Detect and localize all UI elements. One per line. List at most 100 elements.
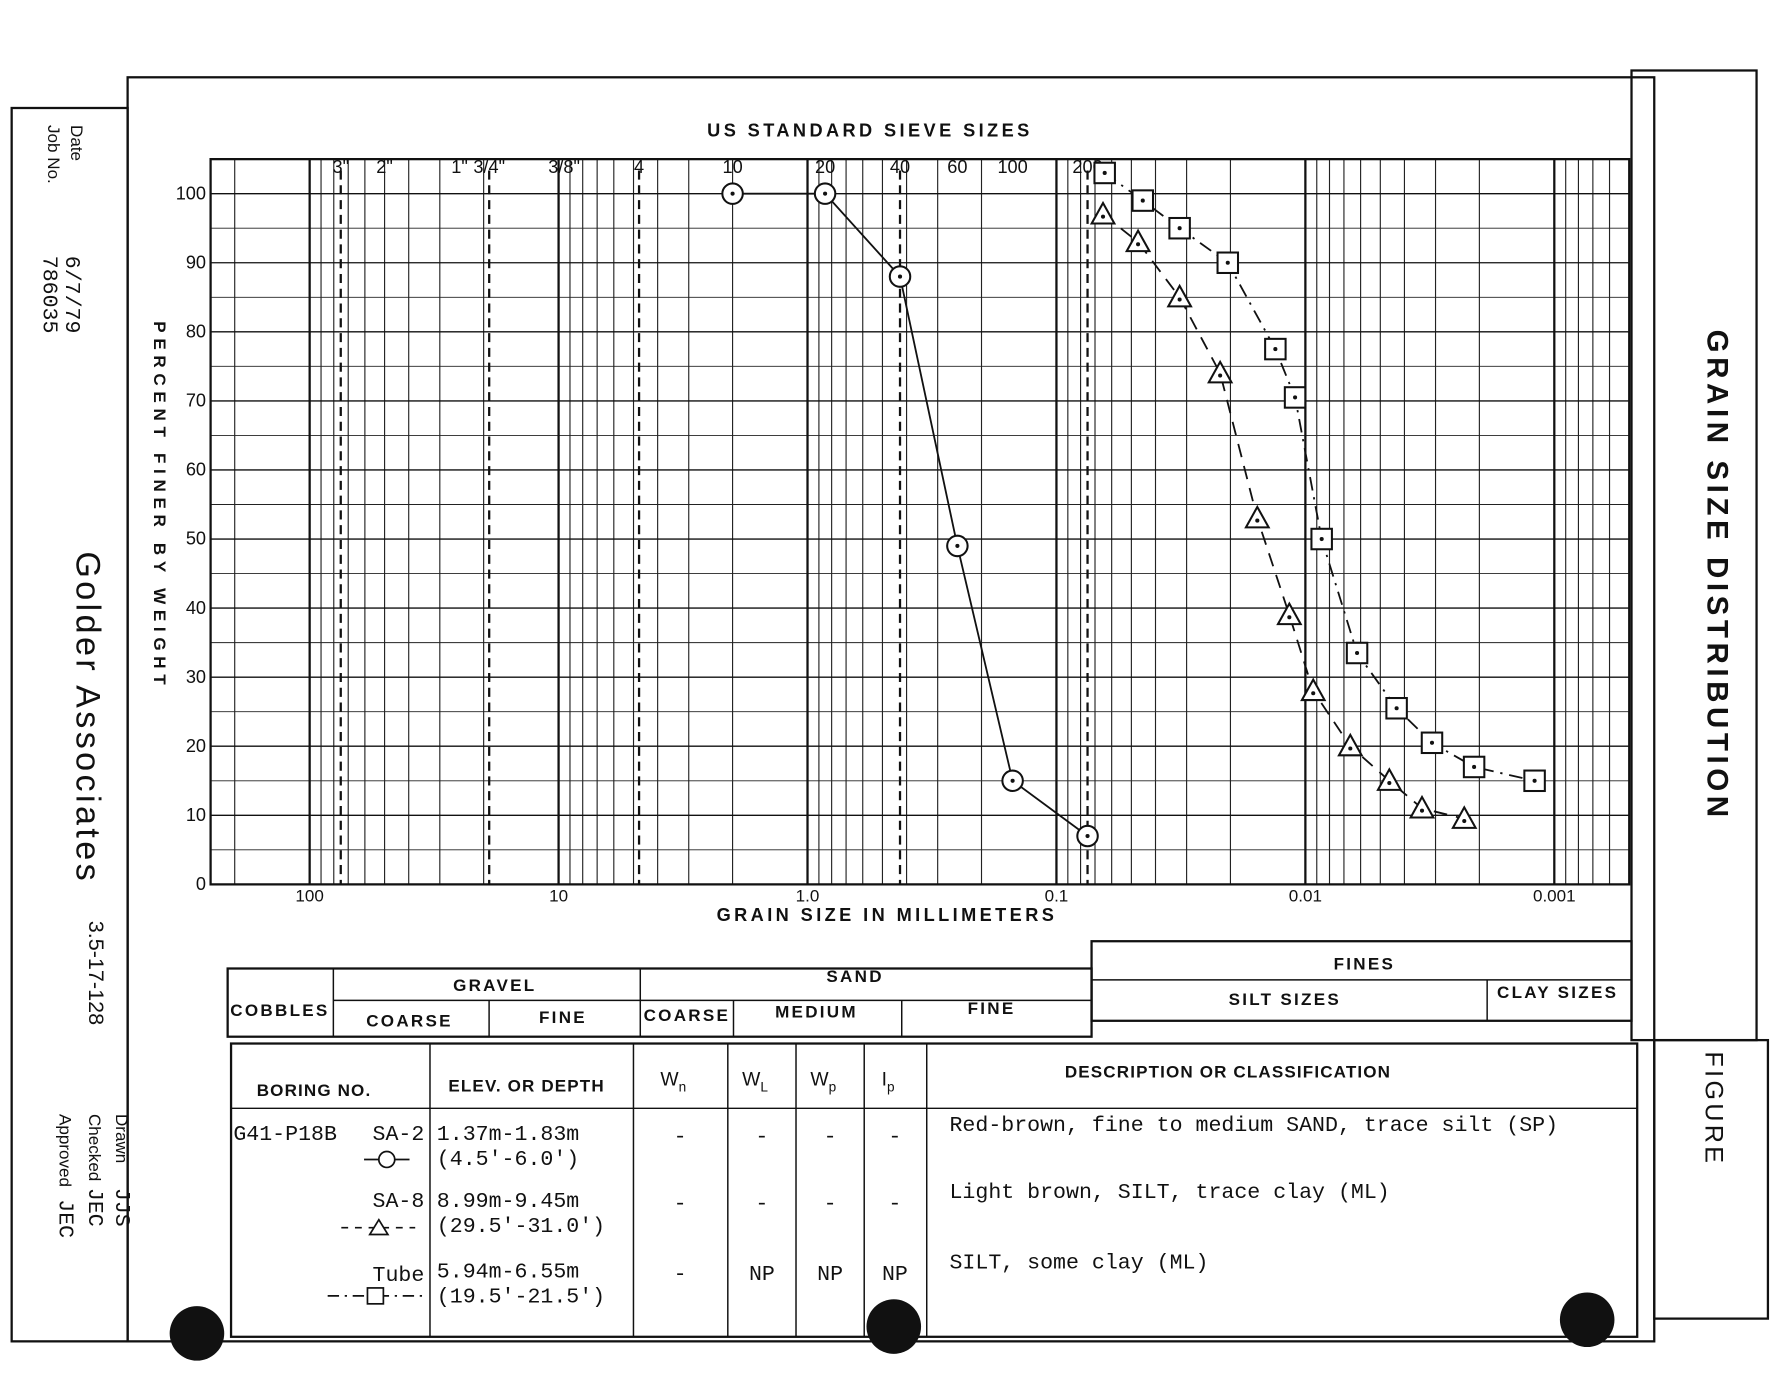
borings-frame [229, 1042, 1639, 1338]
class-frame [226, 967, 1093, 1038]
punch-hole [866, 1299, 922, 1354]
description: Light brown, SILT, trace clay (ML) [949, 1181, 1389, 1205]
sand: SAND [826, 967, 883, 986]
point-dot [1319, 536, 1324, 542]
punch-hole [169, 1306, 225, 1361]
y-tick-label: 70 [186, 391, 206, 411]
data-point [1124, 228, 1152, 253]
point-dot [1462, 818, 1467, 824]
depth-m: 8.99m-9.45m [437, 1190, 579, 1214]
limit-value: - [755, 1192, 768, 1216]
sieve-label: 10 [722, 157, 742, 177]
limit-header: Ip [882, 1070, 895, 1095]
y-tick-label: 100 [176, 183, 206, 203]
x-tick-label: 0.001 [1533, 886, 1576, 905]
point-dot [1394, 706, 1399, 711]
limit-value: - [755, 1125, 768, 1149]
point-dot [1218, 373, 1223, 378]
legend-marker [368, 1218, 390, 1236]
point-dot [1429, 740, 1435, 745]
data-point [1300, 677, 1327, 702]
y-tick-label: 60 [186, 460, 206, 480]
x-tick-label: 1.0 [796, 886, 820, 905]
job-label: Job No. [44, 125, 63, 184]
y-tick-label: 80 [186, 322, 206, 342]
limit-subscript: p [829, 1079, 837, 1094]
fines: FINES [1334, 955, 1396, 974]
point-dot [1387, 781, 1392, 786]
silt: SILT SIZES [1229, 990, 1341, 1009]
fines-frame [1090, 940, 1633, 1022]
point-dot [1355, 650, 1360, 656]
sieve-label: 40 [890, 157, 910, 177]
point-dot [897, 274, 903, 279]
limit-value: - [888, 1192, 901, 1216]
approved: JEC [52, 1199, 76, 1238]
gravel: GRAVEL [453, 976, 536, 995]
punch-hole [1559, 1292, 1615, 1348]
limit-value: - [888, 1125, 901, 1149]
limit-symbol: I [882, 1070, 887, 1091]
point-dot [1472, 764, 1477, 770]
rows: 1.37m-1.83m(4.5'-6.0') - - - - Red-brown, fin… [437, 1114, 1558, 1310]
depth-ft: (19.5'-21.5') [437, 1286, 605, 1310]
y-axis-title: PERCENT FINER BY WEIGHT [150, 321, 169, 690]
point-dot [955, 543, 960, 548]
title-block: Date 6/7/79 Job No. 786035 Golder Associ… [36, 125, 1733, 1238]
y-tick-label: 50 [186, 529, 206, 549]
series-name: SA-8 [373, 1190, 425, 1214]
limit-value: - [824, 1192, 837, 1216]
point-dot [1102, 170, 1107, 176]
x-tick-label: 100 [295, 886, 323, 905]
limit-symbol: W [742, 1070, 761, 1091]
limit-header: WL [742, 1070, 768, 1095]
limit-value: - [824, 1125, 837, 1149]
plot-frame [209, 158, 1631, 886]
point-dot [1225, 260, 1230, 265]
company: Golder Associates [68, 551, 106, 884]
data-point [1089, 200, 1117, 225]
limit-value: - [674, 1125, 687, 1149]
data-point [1276, 601, 1303, 626]
point-dot [1100, 214, 1106, 219]
x-tick-label: 10 [549, 886, 568, 905]
point-dot [1085, 833, 1090, 839]
gravel-coarse: COARSE [366, 1011, 453, 1030]
limit-subscript: n [679, 1079, 687, 1094]
data-point [1408, 794, 1436, 819]
clay: CLAY SIZES [1497, 983, 1618, 1002]
data-point [1376, 767, 1403, 791]
legend-marker [377, 1150, 396, 1169]
data-point [1337, 732, 1364, 757]
legend-marker [366, 1287, 385, 1305]
classification-table: COBBLES GRAVEL COARSE FINE SAND COARSE M… [226, 940, 1633, 1038]
point-dot [1010, 778, 1015, 783]
series-line [1102, 213, 1465, 820]
limit-header: Wp [810, 1070, 836, 1095]
legend-symbols [327, 1150, 424, 1305]
point-dot [1311, 691, 1316, 696]
description: SILT, some clay (ML) [949, 1252, 1208, 1276]
limit-symbol: W [810, 1070, 829, 1091]
point-dot [1287, 615, 1292, 620]
limit-headers: Wn WL Wp Ip [660, 1070, 894, 1095]
limit-value: NP [749, 1263, 775, 1287]
limit-value: NP [882, 1263, 908, 1287]
header-description: DESCRIPTION OR CLASSIFICATION [1065, 1063, 1391, 1082]
drawn-label: Drawn [112, 1114, 131, 1163]
checked-label: Checked [85, 1114, 104, 1181]
checked: JEC [82, 1188, 106, 1227]
sieve-label: 2" [376, 157, 393, 177]
data-point [1244, 504, 1271, 529]
series-name: Tube [373, 1264, 425, 1288]
point-dot [1348, 746, 1353, 751]
x-tick-label: 0.01 [1289, 886, 1322, 905]
point-dot [1273, 347, 1278, 352]
y-tick-label: 30 [186, 667, 206, 687]
x-axis-title: GRAIN SIZE IN MILLIMETERS [717, 905, 1058, 925]
depth-ft: (4.5'-6.0') [437, 1148, 579, 1172]
borings-table: BORING NO. ELEV. OR DEPTH DESCRIPTION OR… [229, 1042, 1639, 1338]
limit-header: Wn [660, 1070, 686, 1095]
